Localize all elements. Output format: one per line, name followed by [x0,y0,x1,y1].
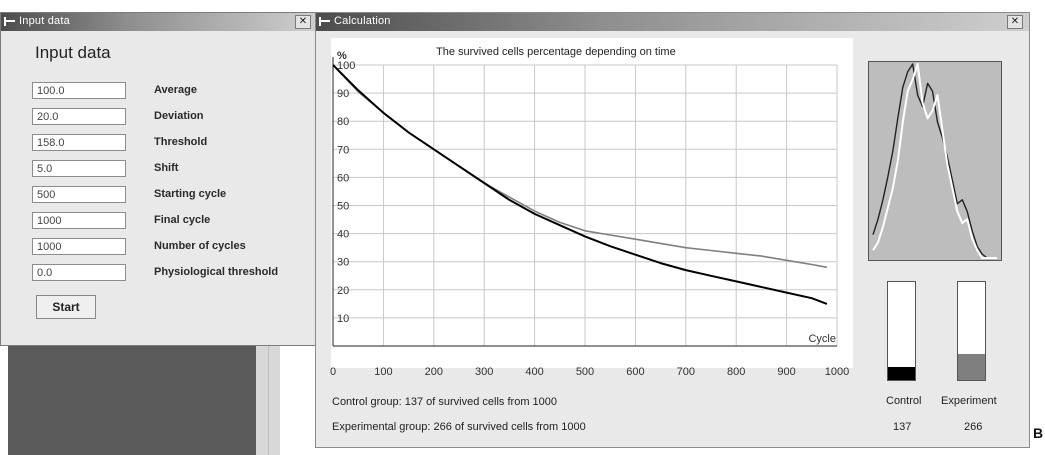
y-tick-label: 10 [337,313,349,325]
window-menu-icon[interactable] [319,17,330,26]
x-tick-label: 900 [777,366,795,378]
background-divider [268,346,269,455]
starting-cycle-field[interactable] [32,186,126,203]
input-data-window: Input data ✕ Input data Average Deviatio… [0,12,318,346]
x-tick-label: 800 [727,366,745,378]
experimental-status-text: Experimental group: 266 of survived cell… [332,421,586,433]
experiment-distribution-line [872,63,997,259]
input-window-title: Input data [19,15,70,27]
control-label: Control [886,395,922,407]
control-value: 137 [893,421,912,433]
control-bar [887,281,916,381]
y-tick-label: 60 [337,172,349,184]
x-tick-label: 500 [576,366,594,378]
shift-field[interactable] [32,160,126,177]
calc-window-close-button[interactable]: ✕ [1007,15,1023,29]
physiological-threshold-field[interactable] [32,264,126,281]
deviation-label: Deviation [154,110,204,122]
control-survival-line [332,64,828,305]
input-window-close-button[interactable]: ✕ [295,15,311,29]
histogram-chart [872,63,997,259]
start-button[interactable]: Start [36,295,96,319]
experiment-bar-fill [958,353,985,380]
average-field[interactable] [32,82,126,99]
deviation-field[interactable] [32,108,126,125]
control-status-text: Control group: 137 of survived cells fro… [332,396,558,408]
y-tick-label: 100 [337,60,355,72]
experiment-survival-line [332,64,828,269]
calculation-window: Calculation ✕ The survived cells percent… [315,12,1030,448]
chart-title: The survived cells percentage depending … [436,46,676,58]
y-tick-label: 50 [337,201,349,213]
x-tick-label: 400 [525,366,543,378]
final-cycle-label: Final cycle [154,214,211,226]
x-tick-label: 300 [475,366,493,378]
average-label: Average [154,84,198,96]
y-tick-label: 70 [337,144,349,156]
x-tick-label: 200 [425,366,443,378]
final-cycle-field[interactable] [32,212,126,229]
x-tick-label: 700 [677,366,695,378]
y-tick-label: 20 [337,285,349,297]
experiment-bar [957,281,986,381]
shift-label: Shift [154,162,179,174]
number-of-cycles-label: Number of cycles [154,240,246,252]
threshold-label: Threshold [154,136,208,148]
figure-letter: B [1033,425,1044,441]
x-tick-label: 0 [330,366,336,378]
x-axis-label: Cycle [808,333,836,345]
y-axis-label: % [337,50,347,62]
threshold-field[interactable] [32,134,126,151]
window-menu-icon[interactable] [4,17,15,26]
y-tick-label: 30 [337,257,349,269]
experiment-label: Experiment [941,395,997,407]
input-window-titlebar[interactable]: Input data ✕ [1,13,317,31]
calc-window-title: Calculation [334,15,391,27]
physiological-threshold-label: Physiological threshold [154,266,279,278]
y-tick-label: 80 [337,116,349,128]
starting-cycle-label: Starting cycle [154,188,227,200]
calc-window-titlebar[interactable]: Calculation ✕ [316,13,1029,31]
input-heading: Input data [35,43,111,62]
y-tick-label: 40 [337,229,349,241]
x-tick-label: 600 [626,366,644,378]
histogram-panel [868,61,1002,261]
control-distribution-line [872,63,997,259]
background-dark-panel [8,346,256,455]
x-tick-label: 1000 [825,366,849,378]
control-bar-fill [888,366,915,380]
y-tick-label: 90 [337,88,349,100]
experiment-value: 266 [964,421,983,433]
number-of-cycles-field[interactable] [32,238,126,255]
x-tick-label: 100 [374,366,392,378]
